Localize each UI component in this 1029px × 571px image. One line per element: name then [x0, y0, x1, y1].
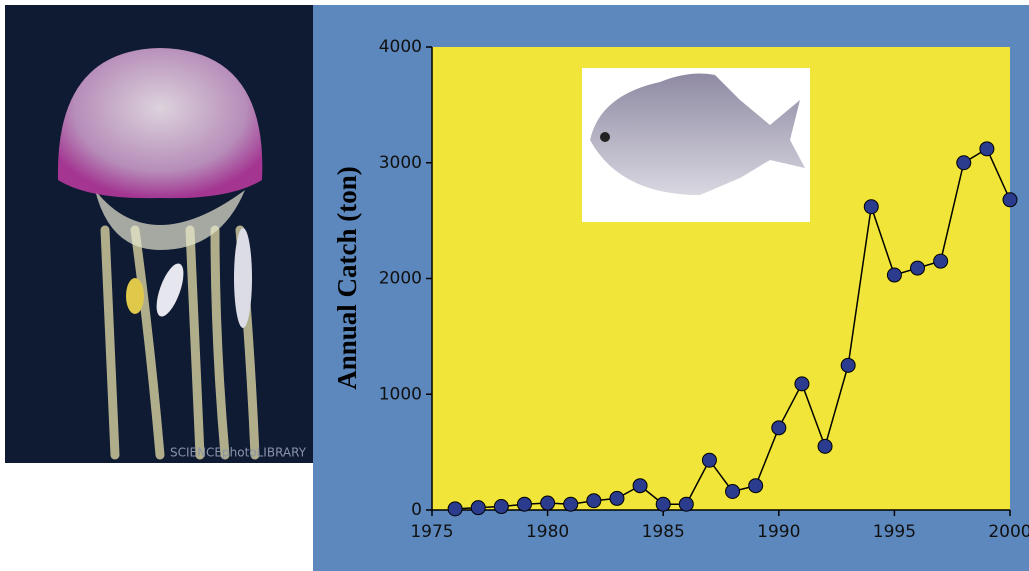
jellyfish-photo: [5, 5, 313, 463]
y-tick-label: 2000: [379, 269, 422, 289]
data-point: [678, 496, 694, 512]
data-point: [863, 199, 879, 215]
data-point: [840, 357, 856, 373]
data-point: [540, 495, 556, 511]
y-tick-label: 3000: [379, 153, 422, 173]
data-point: [516, 496, 532, 512]
x-tick-label: 2000: [988, 522, 1029, 542]
data-point: [493, 499, 509, 515]
data-point: [956, 155, 972, 171]
data-point: [470, 500, 486, 516]
x-tick-label: 1975: [410, 522, 453, 542]
x-tick-label: 1995: [873, 522, 916, 542]
data-point: [609, 490, 625, 506]
data-point: [771, 420, 787, 436]
x-tick-label: 1990: [757, 522, 800, 542]
data-point: [563, 496, 579, 512]
data-point: [725, 483, 741, 499]
x-tick-label: 1980: [526, 522, 569, 542]
data-point: [817, 438, 833, 454]
data-point: [655, 496, 671, 512]
data-point: [586, 493, 602, 509]
y-tick-label: 4000: [379, 37, 422, 57]
data-point: [794, 376, 810, 392]
data-point: [1002, 192, 1018, 208]
data-point: [933, 253, 949, 269]
data-point: [701, 452, 717, 468]
y-tick-label: 1000: [379, 384, 422, 404]
data-point: [632, 478, 648, 494]
y-axis-label: Annual Catch (ton): [332, 166, 362, 390]
data-point: [979, 141, 995, 157]
data-point: [886, 267, 902, 283]
photo-credit: SCIENCEphotoLIBRARY: [170, 446, 307, 460]
fish-photo: [582, 68, 810, 222]
y-tick-label: 0: [411, 500, 422, 520]
data-point: [910, 260, 926, 276]
data-point: [447, 501, 463, 517]
data-point: [748, 478, 764, 494]
x-tick-label: 1985: [642, 522, 685, 542]
